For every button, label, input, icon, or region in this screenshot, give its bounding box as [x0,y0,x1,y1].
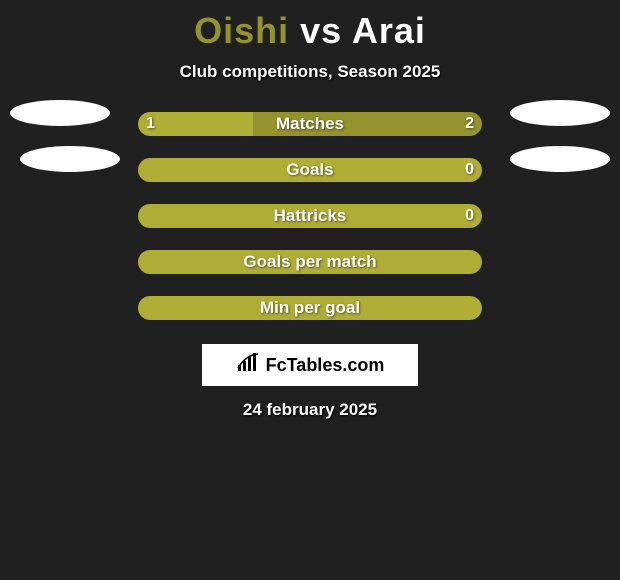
logo-text: FcTables.com [266,355,385,376]
player2-name: Arai [352,10,426,51]
bar-left [138,158,482,182]
bar-left [138,204,482,228]
bar-left [138,296,482,320]
bar-left [138,250,482,274]
stat-row: Goals per match [0,250,620,296]
bar-container [138,112,482,136]
bar-container [138,296,482,320]
player1-name: Oishi [194,10,289,51]
comparison-title: Oishi vs Arai [0,0,620,52]
bar-container [138,158,482,182]
stat-row: Goals0 [0,158,620,204]
chart-icon [236,353,262,378]
bar-container [138,204,482,228]
subtitle: Club competitions, Season 2025 [0,62,620,82]
value-right: 2 [465,112,474,136]
bar-container [138,250,482,274]
bar-left [138,112,253,136]
bar-right [253,112,482,136]
stat-row: Hattricks0 [0,204,620,250]
stat-row: Min per goal [0,296,620,342]
value-right: 0 [465,204,474,228]
value-left: 1 [146,112,155,136]
stat-row: Matches12 [0,112,620,158]
logo-box: FcTables.com [202,344,418,386]
vs-separator: vs [289,10,352,51]
chart-area: Matches12Goals0Hattricks0Goals per match… [0,112,620,342]
date: 24 february 2025 [0,400,620,420]
value-right: 0 [465,158,474,182]
